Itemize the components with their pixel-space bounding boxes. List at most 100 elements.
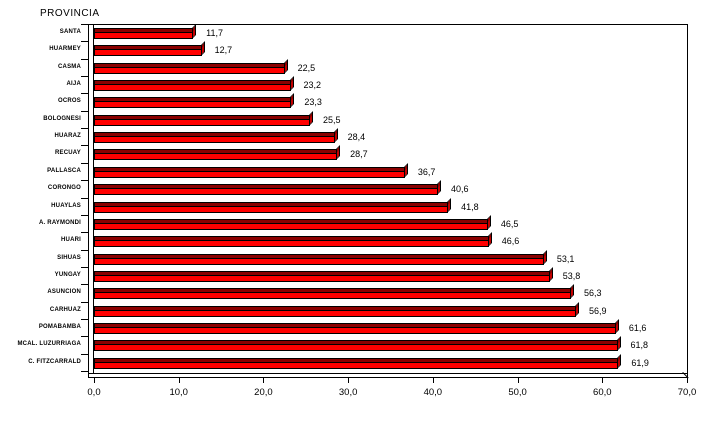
bar-3d-end-cap (548, 266, 553, 282)
value-label: 53,1 (556, 253, 575, 264)
bar-row: 28,4 (89, 128, 687, 146)
x-axis-tick-label: 70,0 (677, 387, 697, 398)
category-label: CARHUAZ (49, 306, 81, 313)
bar-row: 25,5 (89, 110, 687, 129)
bar-3d-end-cap (569, 284, 574, 300)
value-label: 23,2 (303, 80, 322, 91)
bar-row: 46,6 (89, 232, 687, 250)
bar-row: 36,7 (89, 162, 687, 181)
x-axis-tick (687, 377, 688, 383)
category-tick (81, 318, 88, 320)
value-label: 23,3 (304, 97, 322, 108)
x-axis: 0,0 10,0 20,0 30,0 40,0 50,0 60,0 70,0 (87, 377, 698, 407)
category-label: HUARI (61, 237, 81, 244)
value-label: 25,5 (323, 114, 341, 125)
bar-3d-end-cap (487, 232, 492, 248)
x-axis-tick (178, 377, 180, 383)
category-tick (81, 197, 88, 199)
value-label: 28,4 (347, 132, 366, 143)
category-tick (81, 214, 88, 216)
value-label: 41,8 (461, 201, 479, 212)
bar-3d-end-cap (290, 93, 295, 109)
value-label: 61,9 (631, 357, 649, 368)
category-tick (81, 301, 88, 303)
category-tick (81, 284, 88, 286)
value-label: 56,3 (583, 288, 602, 299)
bar-row: 46,5 (89, 214, 687, 233)
bar (94, 305, 577, 317)
category-tick (81, 58, 88, 60)
category-tick (81, 180, 88, 182)
bar (94, 270, 550, 282)
bar (94, 322, 616, 334)
category-label: BOLOGNESI (43, 115, 81, 122)
bar-3d-end-cap (617, 353, 622, 369)
bar-row: 23,2 (89, 76, 687, 94)
bar-row: 12,7 (89, 41, 687, 59)
floor-3d (89, 373, 687, 377)
category-ticks-layer (81, 24, 88, 378)
bar-3d-end-cap (403, 162, 408, 178)
bar (94, 218, 488, 230)
category-tick (81, 76, 88, 78)
value-label: 28,7 (350, 149, 368, 160)
bar-row: 56,9 (89, 301, 687, 320)
bar-row: 41,8 (89, 197, 687, 216)
bar (94, 201, 449, 213)
category-label: POMABAMBA (38, 323, 81, 330)
bar (94, 149, 338, 161)
bar (94, 114, 311, 126)
value-label: 56,9 (589, 305, 607, 316)
value-label: 46,6 (501, 236, 520, 247)
x-axis-tick-label: 50,0 (508, 387, 527, 398)
bar (94, 357, 619, 369)
category-labels-layer: SANTA HUARMEY CASMA AIJA OCROS BOLOGNESI HUARA… (4, 24, 81, 372)
x-axis-tick-label: 60,0 (593, 387, 612, 398)
category-tick (81, 41, 88, 43)
x-axis-tick (432, 377, 434, 383)
category-label: C. FITZCARRALD (28, 358, 81, 365)
bar-row: 40,6 (89, 180, 687, 198)
bars-layer: 11,7 12,7 22,5 23,2 23,3 25,5 28,4 28,7 36,7 40,6… (89, 24, 687, 373)
x-axis-tick-label: 10,0 (169, 387, 188, 398)
plot-area: 11,7 12,7 22,5 23,2 23,3 25,5 28,4 28,7 36,7 40,6… (88, 24, 688, 378)
category-label: A. RAYMONDI (39, 219, 81, 226)
bar-row: 56,3 (89, 284, 687, 302)
bar (94, 132, 335, 144)
bar (94, 45, 202, 57)
category-tick (81, 162, 88, 164)
axis-title: PROVINCIA (40, 8, 100, 19)
x-axis-tick-label: 20,0 (254, 387, 273, 398)
category-tick (81, 93, 88, 95)
bar-row: 22,5 (89, 58, 687, 77)
bar-3d-end-cap (436, 180, 441, 196)
category-label: HUAYLAS (51, 202, 81, 209)
bar-row: 11,7 (89, 24, 687, 42)
bar-row: 61,6 (89, 318, 687, 337)
bar-3d-end-cap (486, 214, 491, 230)
category-tick (81, 249, 88, 251)
bar (94, 28, 194, 39)
category-tick (81, 353, 88, 355)
value-label: 46,5 (500, 218, 519, 229)
category-label: OCROS (57, 98, 81, 105)
category-label: MCAL. LUZURRIAGA (17, 341, 81, 348)
bar (94, 253, 544, 265)
category-tick (81, 371, 88, 372)
category-label: CORONGO (47, 185, 81, 192)
value-label: 40,6 (450, 184, 469, 195)
category-tick (81, 336, 88, 338)
value-label: 11,7 (206, 28, 223, 38)
category-label: CASMA (58, 63, 81, 70)
bar (94, 80, 291, 92)
bar (94, 340, 618, 352)
x-axis-tick-label: 40,0 (423, 387, 443, 398)
value-label: 53,8 (562, 270, 581, 281)
bar-3d-end-cap (614, 318, 619, 334)
bar-3d-end-cap (283, 58, 288, 74)
bar-row: 23,3 (89, 93, 687, 111)
category-label: YUNGAY (54, 271, 81, 278)
bar-3d-end-cap (333, 128, 338, 144)
category-tick (81, 232, 88, 234)
